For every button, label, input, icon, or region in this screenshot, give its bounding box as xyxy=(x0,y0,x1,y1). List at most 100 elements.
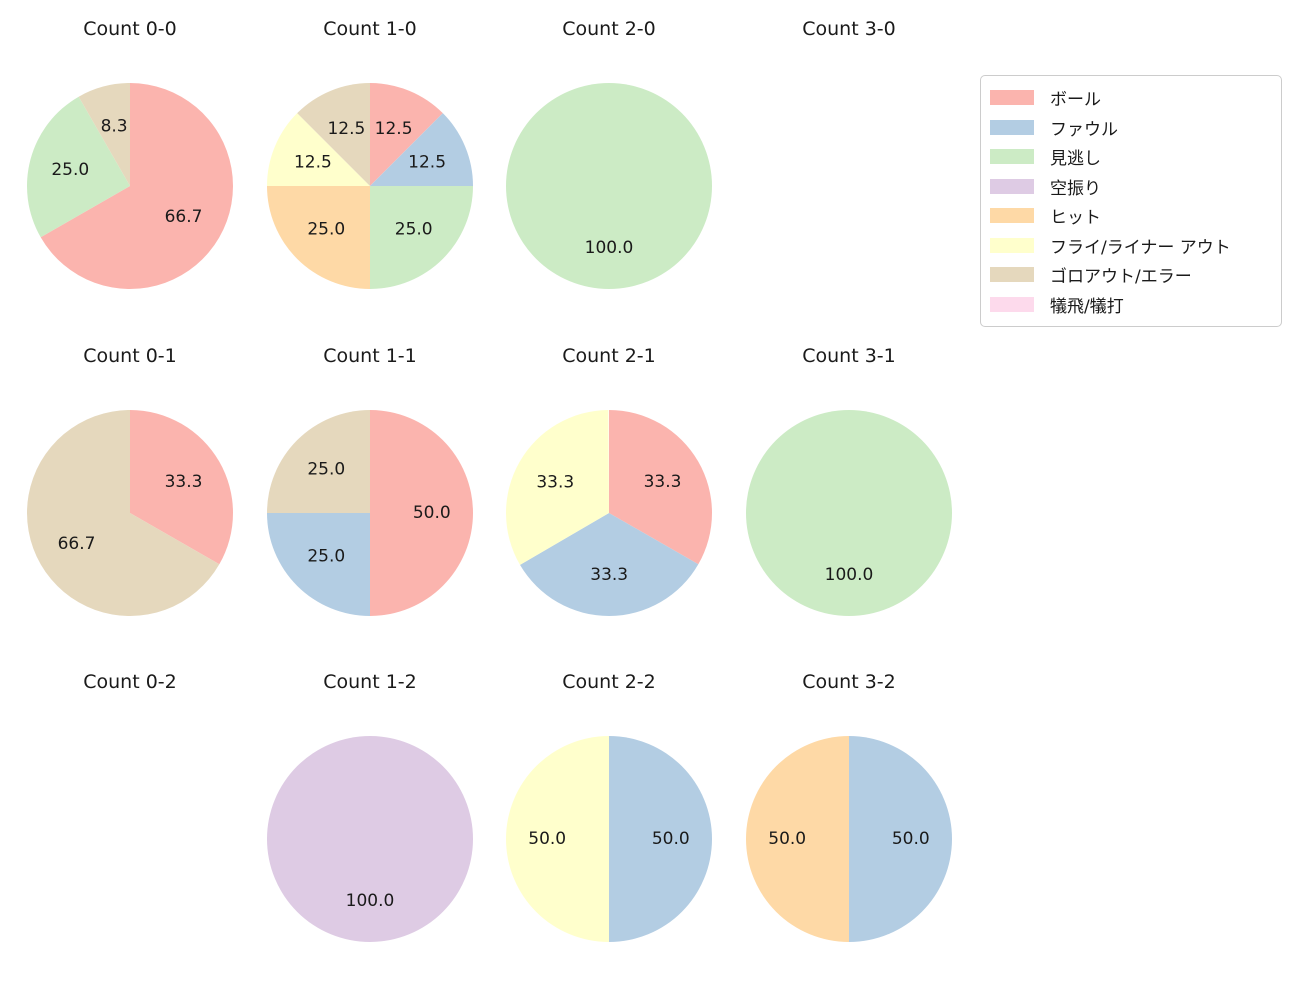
chart-title: Count 1-2 xyxy=(323,671,417,693)
chart-cell-count-0-1: Count 0-1 33.3 66.7 xyxy=(10,344,250,619)
chart-cell-count-2-1: Count 2-1 33.3 33.3 33.3 xyxy=(489,344,729,619)
pie-chart xyxy=(24,733,236,945)
pie-chart xyxy=(743,80,955,292)
pie-percent-label: 25.0 xyxy=(307,220,345,240)
pie-chart: 100.0 xyxy=(506,83,712,289)
pie-slice xyxy=(746,410,952,616)
pie-percent-label: 8.3 xyxy=(101,116,128,136)
chart-title: Count 0-2 xyxy=(83,671,177,693)
pie-slice xyxy=(506,83,712,289)
pie-slice xyxy=(370,410,473,616)
chart-cell-count-3-2: Count 3-2 50.0 50.0 xyxy=(729,670,969,945)
legend-swatch xyxy=(990,90,1034,106)
chart-cell-count-3-0: Count 3-0 xyxy=(729,17,969,292)
pie-slice xyxy=(506,410,609,565)
pie-percent-label: 33.3 xyxy=(536,472,574,492)
pie-slice xyxy=(40,83,234,289)
pie-slice xyxy=(267,113,370,186)
legend-swatch xyxy=(990,119,1034,135)
pie-percent-label: 33.3 xyxy=(590,565,628,585)
pie-percent-label: 12.5 xyxy=(375,119,413,139)
legend-label: ゴロアウト/エラー xyxy=(1050,267,1192,288)
legend-label: ボール xyxy=(1050,90,1101,111)
pie-chart: 50.0 50.0 xyxy=(746,736,952,942)
pie-chart: 12.5 12.5 25.0 25.0 12.5 12.5 xyxy=(267,83,473,289)
pie-percent-label: 25.0 xyxy=(307,547,345,567)
legend-label: 見逃し xyxy=(1050,149,1101,170)
pie-chart: 33.3 66.7 xyxy=(26,410,233,616)
pie-slice xyxy=(506,736,609,942)
pie-percent-label: 25.0 xyxy=(51,160,89,180)
legend-item: ボール xyxy=(981,83,1271,113)
legend-item: ヒット xyxy=(981,201,1271,231)
pie-percent-label: 66.7 xyxy=(58,534,96,554)
legend-label: ファウル xyxy=(1050,119,1118,140)
pie-percent-label: 100.0 xyxy=(585,238,634,258)
chart-cell-count-2-2: Count 2-2 50.0 50.0 xyxy=(489,670,729,945)
chart-cell-count-1-1: Count 1-1 50.0 25.0 25.0 xyxy=(250,344,490,619)
chart-cell-count-0-0: Count 0-0 66.7 25.0 8.3 xyxy=(10,17,250,292)
pie-slice xyxy=(609,410,712,565)
pie-percent-label: 50.0 xyxy=(892,829,930,849)
pie-slice xyxy=(520,513,699,616)
legend-label: ヒット xyxy=(1050,208,1101,229)
pie-slice xyxy=(609,736,712,942)
pie-slice xyxy=(370,113,473,186)
chart-title: Count 2-0 xyxy=(562,18,656,40)
pie-slice xyxy=(27,96,131,238)
pie-chart: 33.3 33.3 33.3 xyxy=(506,410,712,616)
chart-title: Count 3-1 xyxy=(802,345,896,367)
legend-item: 犠飛/犠打 xyxy=(981,290,1271,320)
legend-swatch xyxy=(990,237,1034,253)
chart-title: Count 2-1 xyxy=(562,345,656,367)
pie-slice xyxy=(370,83,443,186)
legend-label: 犠飛/犠打 xyxy=(1050,296,1124,317)
legend-swatch xyxy=(990,178,1034,194)
pie-slice xyxy=(267,736,473,942)
chart-cell-count-1-2: Count 1-2 100.0 xyxy=(250,670,490,945)
pie-slice xyxy=(370,186,473,289)
pie-chart: 66.7 25.0 8.3 xyxy=(27,83,234,289)
pie-percent-label: 33.3 xyxy=(644,472,682,492)
pie-percent-label: 50.0 xyxy=(528,829,566,849)
pie-percent-label: 12.5 xyxy=(408,152,446,172)
pie-percent-label: 66.7 xyxy=(165,207,203,227)
legend-item: 見逃し xyxy=(981,142,1271,172)
legend-swatch xyxy=(990,208,1034,224)
pie-slice xyxy=(297,83,370,186)
chart-cell-count-0-2: Count 0-2 xyxy=(10,670,250,945)
pie-percent-label: 25.0 xyxy=(395,220,433,240)
legend-swatch xyxy=(990,296,1034,312)
pie-slice xyxy=(267,410,370,513)
chart-title: Count 3-2 xyxy=(802,671,896,693)
chart-title: Count 0-0 xyxy=(83,18,177,40)
pie-slice xyxy=(78,83,130,186)
legend-item: ファウル xyxy=(981,113,1271,143)
pie-percent-label: 100.0 xyxy=(825,565,874,585)
pie-chart: 50.0 25.0 25.0 xyxy=(267,410,473,616)
pie-slice xyxy=(26,410,220,616)
chart-cell-count-3-1: Count 3-1 100.0 xyxy=(729,344,969,619)
legend-label: フライ/ライナー アウト xyxy=(1050,237,1231,258)
pie-slice xyxy=(267,186,370,289)
chart-title: Count 2-2 xyxy=(562,671,656,693)
pie-percent-label: 25.0 xyxy=(307,459,345,479)
legend-item: 空振り xyxy=(981,172,1271,202)
chart-title: Count 1-1 xyxy=(323,345,417,367)
legend-item: フライ/ライナー アウト xyxy=(981,231,1271,261)
pie-percent-label: 100.0 xyxy=(346,891,395,911)
chart-cell-count-1-0: Count 1-0 12.5 12.5 25.0 25.0 12.5 12.5 xyxy=(250,17,490,292)
pie-chart: 100.0 xyxy=(746,410,952,616)
pie-percent-label: 50.0 xyxy=(652,829,690,849)
legend-label: 空振り xyxy=(1050,178,1101,199)
chart-title: Count 1-0 xyxy=(323,18,417,40)
pie-percent-label: 12.5 xyxy=(294,152,332,172)
pie-percent-label: 50.0 xyxy=(413,503,451,523)
chart-title: Count 0-1 xyxy=(83,345,177,367)
pie-slice xyxy=(849,736,952,942)
pie-slice xyxy=(267,513,370,616)
pie-percent-label: 12.5 xyxy=(327,119,365,139)
legend-swatch xyxy=(990,149,1034,165)
pie-slice xyxy=(746,736,849,942)
